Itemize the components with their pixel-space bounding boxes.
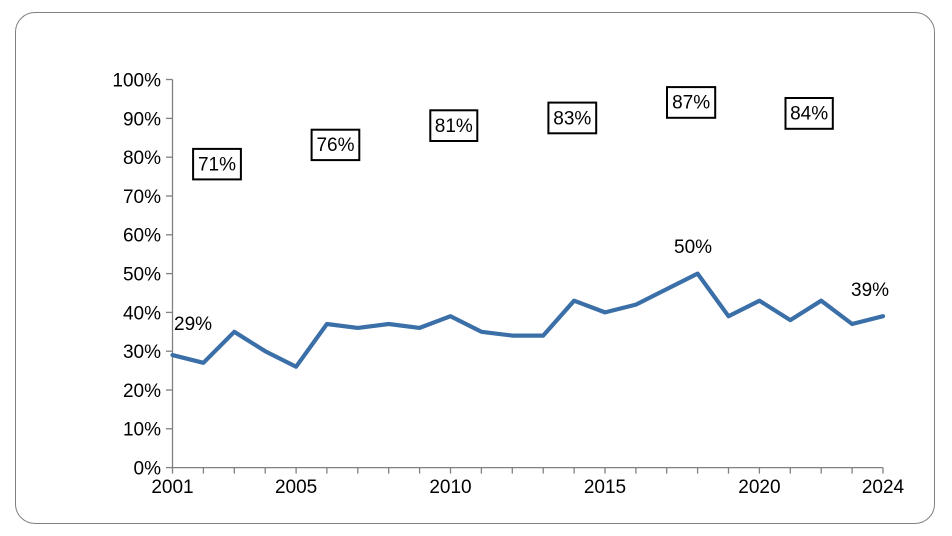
svg-text:70%: 70% <box>123 187 161 208</box>
svg-text:90%: 90% <box>123 109 161 130</box>
svg-text:30%: 30% <box>123 342 161 363</box>
svg-text:80%: 80% <box>123 148 161 169</box>
svg-text:10%: 10% <box>123 420 161 441</box>
svg-text:83%: 83% <box>553 108 591 129</box>
svg-text:50%: 50% <box>123 265 161 286</box>
svg-text:84%: 84% <box>790 104 828 125</box>
svg-text:76%: 76% <box>316 135 354 156</box>
svg-text:100%: 100% <box>112 71 161 92</box>
svg-text:39%: 39% <box>851 280 889 301</box>
svg-text:2020: 2020 <box>738 477 780 498</box>
svg-text:2001: 2001 <box>151 477 193 498</box>
svg-text:87%: 87% <box>672 93 710 114</box>
svg-text:81%: 81% <box>435 116 473 137</box>
svg-text:40%: 40% <box>123 303 161 324</box>
svg-text:50%: 50% <box>674 237 712 258</box>
svg-text:2005: 2005 <box>275 477 317 498</box>
svg-text:2015: 2015 <box>584 477 626 498</box>
svg-text:29%: 29% <box>174 314 212 335</box>
svg-text:2010: 2010 <box>429 477 471 498</box>
svg-text:71%: 71% <box>198 155 236 176</box>
svg-text:20%: 20% <box>123 381 161 402</box>
svg-text:2024: 2024 <box>862 477 905 498</box>
svg-text:60%: 60% <box>123 226 161 247</box>
